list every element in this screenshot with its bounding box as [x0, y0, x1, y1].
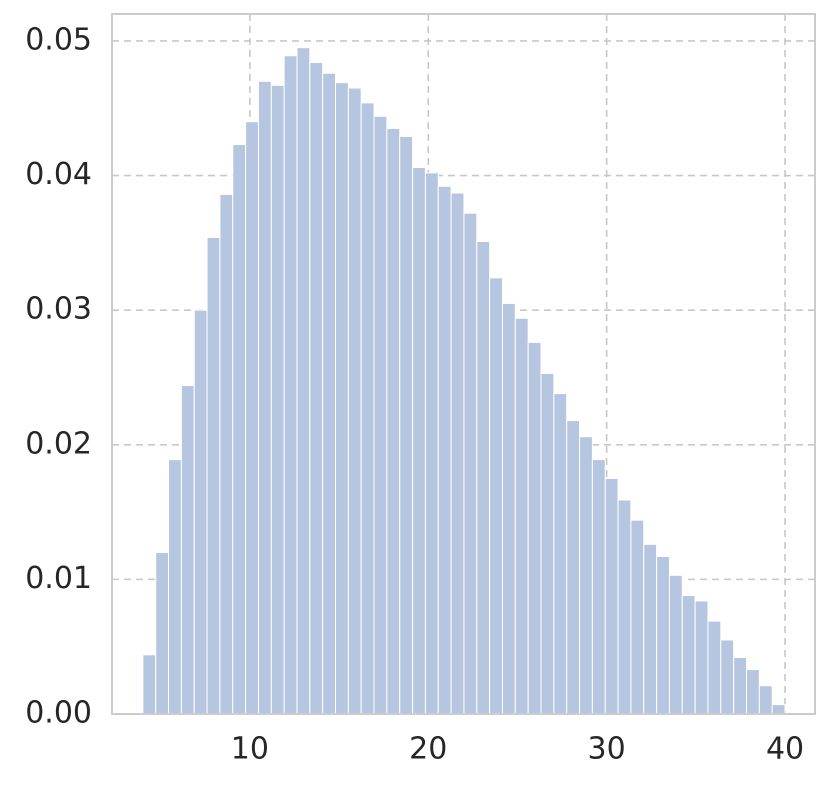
bar	[758, 685, 773, 715]
bar	[681, 595, 696, 715]
x-tick-label: 10	[231, 732, 269, 767]
bar	[656, 556, 670, 715]
bar	[322, 72, 337, 715]
bar	[296, 47, 311, 715]
bar	[450, 192, 465, 715]
bar	[399, 136, 414, 715]
bar	[373, 115, 388, 715]
bar	[733, 656, 748, 715]
bar	[566, 420, 581, 715]
bar	[489, 277, 503, 715]
bar	[193, 309, 208, 715]
bar	[360, 102, 375, 715]
bar	[437, 185, 452, 715]
bar	[771, 704, 786, 715]
bar	[707, 620, 722, 715]
bar	[579, 436, 593, 715]
y-tick-label: 0.01	[25, 561, 92, 596]
bar	[604, 477, 619, 715]
bar	[283, 55, 298, 715]
bar	[412, 166, 426, 715]
bar	[309, 61, 324, 715]
y-tick-label: 0.02	[25, 426, 92, 461]
bar	[257, 80, 272, 715]
plot-frame	[111, 13, 816, 715]
bar	[746, 669, 760, 715]
bar	[347, 87, 362, 715]
bar	[155, 551, 170, 715]
y-tick-label: 0.04	[25, 157, 92, 192]
bar	[270, 84, 285, 715]
y-tick-label: 0.03	[25, 292, 92, 327]
x-tick-label: 40	[766, 732, 804, 767]
bar	[219, 193, 234, 715]
bar	[476, 241, 491, 715]
bar	[142, 654, 157, 715]
bar	[206, 236, 221, 715]
bar	[386, 127, 401, 715]
bar	[168, 459, 182, 715]
bar	[514, 317, 529, 715]
bar	[463, 212, 478, 715]
bar	[591, 459, 606, 715]
bar	[643, 543, 658, 715]
bar	[617, 499, 632, 715]
bar	[540, 372, 555, 715]
bar	[720, 639, 735, 715]
x-tick-label: 30	[588, 732, 626, 767]
bar	[232, 144, 247, 715]
bar	[245, 121, 259, 715]
bar	[694, 600, 709, 715]
bar	[501, 302, 516, 715]
bar	[335, 82, 349, 715]
bar	[668, 574, 683, 715]
bar	[180, 385, 195, 715]
y-tick-label: 0.00	[25, 696, 92, 731]
x-tick-label: 20	[409, 732, 447, 767]
bar	[424, 172, 439, 715]
bar	[527, 341, 542, 715]
bar	[630, 519, 645, 715]
y-tick-label: 0.05	[25, 22, 92, 57]
bar	[553, 393, 568, 715]
